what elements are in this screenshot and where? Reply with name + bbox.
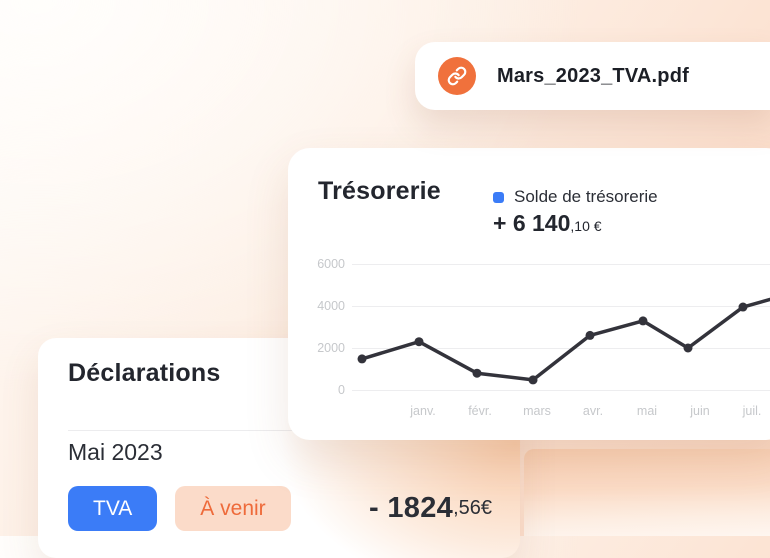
- link-icon: [438, 57, 476, 95]
- badge-a-venir[interactable]: À venir: [175, 486, 291, 531]
- treasury-title: Trésorerie: [318, 177, 441, 205]
- x-tick: mars: [523, 404, 551, 418]
- badge-tva[interactable]: TVA: [68, 486, 158, 531]
- pdf-attachment-card[interactable]: Mars_2023_TVA.pdf: [415, 42, 770, 110]
- amount-decimals: ,56€: [453, 497, 492, 519]
- x-tick: mai: [636, 404, 658, 418]
- divider: [68, 430, 490, 431]
- x-tick: févr.: [468, 404, 492, 418]
- chart-legend: Solde de trésorerie: [493, 187, 658, 207]
- legend-swatch-blue: [493, 191, 504, 203]
- y-tick: 6000: [317, 257, 345, 271]
- amount-main: - 1824: [369, 492, 454, 524]
- declarations-title: Déclarations: [68, 359, 221, 387]
- legend-label: Solde de trésorerie: [514, 187, 658, 206]
- gridline-6000: [352, 264, 770, 265]
- declaration-period: Mai 2023: [68, 439, 163, 465]
- badge-row: TVA À venir: [68, 486, 291, 531]
- gridline-0: [352, 390, 770, 391]
- x-tick: avr.: [582, 404, 604, 418]
- y-tick: 2000: [317, 341, 345, 355]
- pdf-filename: Mars_2023_TVA.pdf: [497, 64, 689, 87]
- y-tick: 0: [338, 383, 345, 397]
- balance-main: + 6 140: [493, 210, 571, 236]
- declaration-amount: - 1824,56€: [369, 486, 492, 531]
- y-tick: 4000: [317, 299, 345, 313]
- x-tick: janv.: [410, 404, 436, 418]
- corner-gradient-decoration: [524, 449, 770, 536]
- treasury-card: Trésorerie Solde de trésorerie + 6 140,1…: [288, 148, 770, 440]
- balance-decimals: ,10 €: [570, 218, 602, 234]
- treasury-balance: + 6 140,10 €: [493, 210, 602, 237]
- treasury-line-chart: [357, 297, 770, 385]
- x-tick: juil.: [742, 404, 762, 418]
- gridline-2000: [352, 348, 770, 349]
- x-tick: juin: [690, 404, 710, 418]
- gridline-4000: [352, 306, 770, 307]
- page-background: Déclarations Mai 2023 TVA À venir - 1824…: [38, 42, 770, 558]
